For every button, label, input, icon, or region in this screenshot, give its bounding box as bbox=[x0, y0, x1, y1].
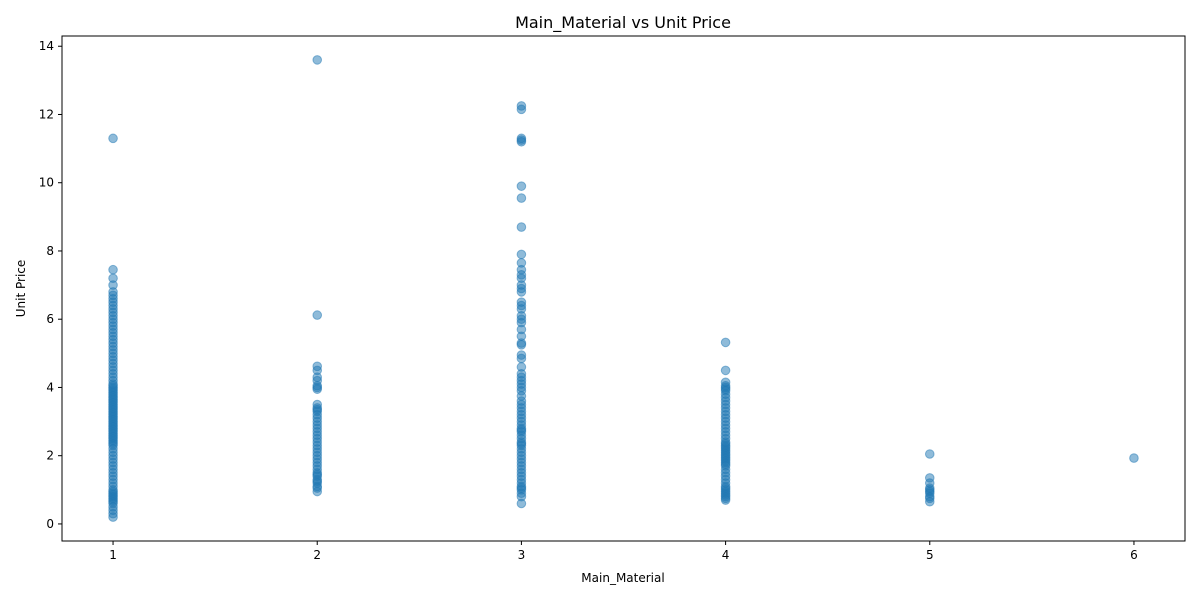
y-tick-label: 6 bbox=[46, 312, 54, 326]
data-point bbox=[516, 104, 527, 115]
data-point bbox=[516, 340, 527, 350]
data-point bbox=[312, 486, 323, 497]
y-tick-label: 14 bbox=[39, 39, 54, 53]
data-point bbox=[516, 193, 527, 203]
data-point bbox=[108, 133, 118, 144]
y-tick-label: 4 bbox=[46, 380, 54, 394]
y-tick-label: 10 bbox=[39, 176, 54, 190]
data-point bbox=[720, 495, 731, 505]
chart-title: Main_Material vs Unit Price bbox=[515, 13, 731, 33]
y-tick-label: 0 bbox=[46, 517, 54, 531]
x-tick-label: 1 bbox=[109, 548, 117, 562]
data-point bbox=[516, 249, 527, 260]
x-tick-label: 5 bbox=[926, 548, 934, 562]
data-point bbox=[720, 459, 731, 470]
data-point bbox=[720, 365, 731, 376]
data-point bbox=[108, 438, 118, 449]
data-point bbox=[924, 449, 935, 459]
data-point bbox=[312, 310, 323, 320]
data-point bbox=[516, 181, 527, 191]
y-axis-label: Unit Price bbox=[14, 260, 28, 318]
data-point bbox=[924, 496, 935, 507]
data-point bbox=[720, 337, 731, 348]
y-axis-ticks: 0 2 4 6 8 10 12 14 bbox=[39, 39, 62, 531]
x-tick-label: 4 bbox=[722, 548, 730, 562]
data-points bbox=[108, 55, 1139, 522]
x-axis-ticks: 1 2 3 4 5 6 bbox=[109, 541, 1138, 562]
y-tick-label: 8 bbox=[46, 244, 54, 258]
y-tick-label: 2 bbox=[46, 449, 54, 463]
data-point bbox=[312, 384, 323, 394]
y-tick-label: 12 bbox=[39, 107, 54, 121]
x-tick-label: 6 bbox=[1130, 548, 1138, 562]
data-point bbox=[516, 498, 527, 509]
data-point bbox=[108, 512, 118, 522]
data-point bbox=[516, 425, 527, 435]
data-point bbox=[312, 55, 323, 65]
data-point bbox=[516, 287, 527, 297]
data-point bbox=[720, 442, 731, 452]
data-point bbox=[516, 353, 527, 364]
data-point bbox=[1129, 453, 1139, 463]
x-axis-label: Main_Material bbox=[581, 571, 664, 585]
data-point bbox=[516, 438, 527, 449]
plot-area-frame bbox=[61, 35, 1186, 542]
data-point bbox=[516, 222, 527, 232]
data-point bbox=[516, 136, 527, 147]
x-tick-label: 2 bbox=[313, 548, 321, 562]
x-tick-label: 3 bbox=[518, 548, 526, 562]
data-point bbox=[108, 264, 118, 275]
